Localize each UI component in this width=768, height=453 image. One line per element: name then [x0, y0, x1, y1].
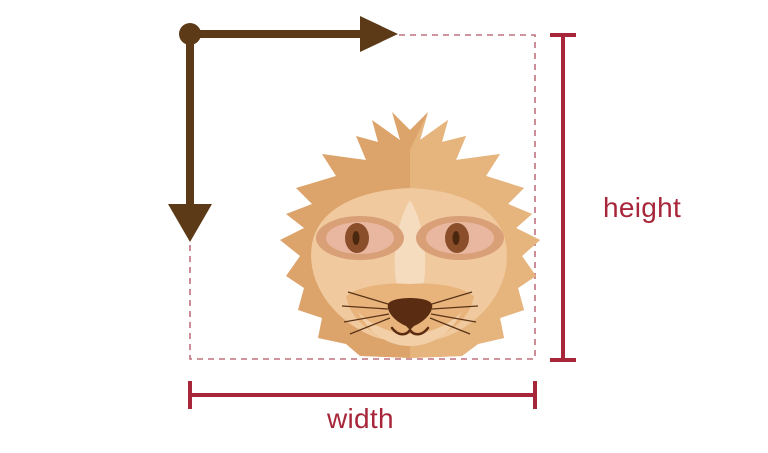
height-label: height: [603, 192, 682, 223]
muzzle-light: [358, 312, 462, 346]
whiskers: [341, 291, 479, 335]
width-bracket: [188, 381, 537, 409]
nose-icon: [387, 298, 433, 330]
arrow-right-icon: [360, 16, 398, 52]
bounding-box: [189, 34, 536, 360]
right-pupil: [452, 231, 460, 245]
height-bracket: [550, 33, 576, 362]
coordinate-axes: [168, 16, 398, 242]
mouth: [390, 326, 430, 336]
arrow-down-icon: [168, 204, 212, 242]
face-highlight: [394, 200, 426, 300]
width-label: width: [327, 403, 394, 434]
meerkat-face-icon: [280, 112, 540, 358]
left-pupil: [352, 231, 360, 245]
origin-dot-icon: [179, 23, 201, 45]
